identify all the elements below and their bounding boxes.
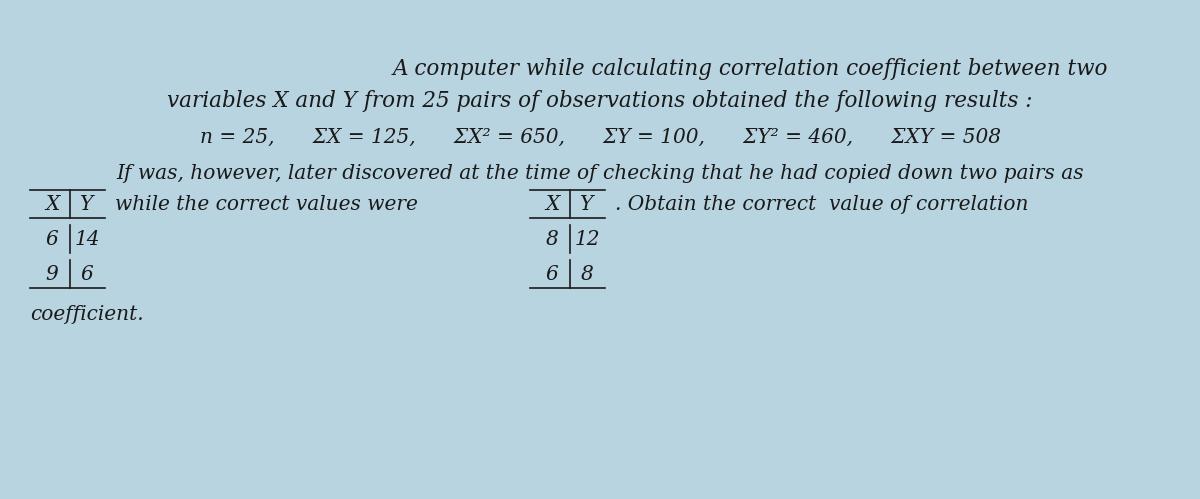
Text: while the correct values were: while the correct values were [115, 195, 418, 214]
Text: 6: 6 [80, 264, 94, 283]
Text: variables X and Y from 25 pairs of observations obtained the following results :: variables X and Y from 25 pairs of obser… [167, 90, 1033, 112]
Text: X: X [44, 195, 59, 214]
Text: If was, however, later discovered at the time of checking that he had copied dow: If was, however, later discovered at the… [116, 164, 1084, 183]
Text: . Obtain the correct  value of correlation: . Obtain the correct value of correlatio… [616, 195, 1028, 214]
Text: 6: 6 [546, 264, 558, 283]
Text: Y: Y [581, 195, 594, 214]
Text: 6: 6 [46, 230, 59, 249]
Text: 9: 9 [46, 264, 59, 283]
Text: 8: 8 [546, 230, 558, 249]
Text: A computer while calculating correlation coefficient between two: A computer while calculating correlation… [392, 58, 1108, 80]
Text: 8: 8 [581, 264, 593, 283]
Text: 12: 12 [575, 230, 600, 249]
Text: X: X [545, 195, 559, 214]
Text: 14: 14 [74, 230, 100, 249]
Text: Y: Y [80, 195, 94, 214]
Text: n = 25,      ΣX = 125,      ΣX² = 650,      ΣY = 100,      ΣY² = 460,      ΣXY =: n = 25, ΣX = 125, ΣX² = 650, ΣY = 100, Σ… [199, 128, 1001, 147]
Text: coefficient.: coefficient. [30, 304, 144, 323]
